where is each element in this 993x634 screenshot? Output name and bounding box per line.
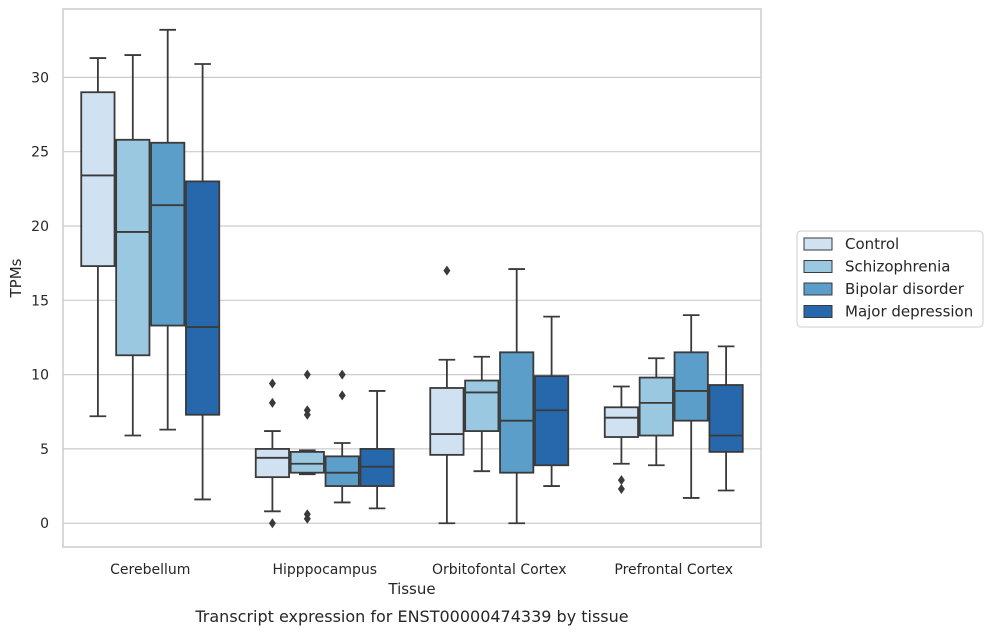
- box-iqr: [534, 375, 570, 467]
- outlier-point: [443, 265, 451, 276]
- box-control: [429, 265, 465, 525]
- box-iqr: [254, 448, 290, 479]
- outlier-point: [338, 369, 346, 380]
- box-major-depression: [359, 390, 395, 510]
- legend-label-schizophrenia: Schizophrenia: [845, 258, 950, 276]
- legend-swatch-schizophrenia: [803, 260, 833, 273]
- x-tick-labels: Cerebellum Hipppocampus Orbitofontal Corte…: [110, 562, 733, 578]
- box-schizophrenia: [638, 357, 674, 467]
- box-bipolar-disorder: [150, 28, 186, 431]
- outlier-point: [303, 369, 311, 380]
- x-tick-label: Cerebellum: [110, 562, 190, 578]
- y-tick-label: 5: [40, 442, 49, 458]
- legend-label-bipolar-disorder: Bipolar disorder: [845, 280, 965, 298]
- y-tick-label: 10: [31, 368, 49, 384]
- box-iqr: [638, 376, 674, 437]
- box-major-depression: [185, 63, 221, 501]
- box-iqr: [499, 351, 535, 474]
- box-group-orbitofontal-cortex: [429, 265, 570, 525]
- box-control: [603, 385, 639, 495]
- y-tick-label: 20: [31, 219, 49, 235]
- y-tick-label: 25: [31, 145, 49, 161]
- box-iqr: [185, 180, 221, 416]
- x-tick-label: Prefrontal Cortex: [614, 562, 733, 578]
- outlier-point: [338, 390, 346, 401]
- legend: Control Schizophrenia Bipolar disorder Majo…: [796, 230, 984, 328]
- box-iqr: [603, 406, 639, 438]
- box-iqr: [150, 141, 186, 327]
- x-axis-label: Tissue: [387, 580, 435, 598]
- legend-label-major-depression: Major depression: [845, 303, 973, 321]
- box-control: [254, 378, 290, 529]
- outlier-point: [268, 378, 276, 389]
- box-major-depression: [708, 345, 744, 492]
- box-bipolar-disorder: [324, 369, 360, 504]
- box-iqr: [708, 384, 744, 453]
- box-major-depression: [534, 315, 570, 487]
- outlier-point: [617, 484, 625, 495]
- x-tick-label: Hipppocampus: [272, 562, 377, 578]
- y-tick-labels: 0 5 10 15 20 25 30: [31, 70, 49, 532]
- y-tick-label: 0: [40, 516, 49, 532]
- box-iqr: [673, 351, 709, 422]
- legend-swatch-major-depression: [803, 305, 833, 318]
- legend-frame: [796, 230, 984, 328]
- legend-swatch-bipolar-disorder: [803, 282, 833, 296]
- x-tick-label: Orbitofontal Cortex: [432, 562, 567, 578]
- box-group-prefrontal-cortex: [603, 314, 744, 499]
- y-tick-label: 15: [31, 293, 49, 309]
- y-tick-label: 30: [31, 70, 49, 86]
- legend-swatch-control: [803, 237, 833, 251]
- outlier-point: [268, 518, 276, 529]
- box-bipolar-disorder: [499, 268, 535, 525]
- box-schizophrenia: [289, 369, 325, 524]
- box-group-cerebellum: [80, 28, 221, 501]
- box-iqr: [429, 387, 465, 456]
- outlier-point: [268, 397, 276, 408]
- outlier-point: [617, 475, 625, 486]
- chart-caption: Transcript expression for ENST0000047433…: [194, 607, 628, 626]
- box-iqr: [324, 455, 360, 487]
- box-bipolar-disorder: [673, 314, 709, 499]
- outlier-point: [303, 513, 311, 524]
- legend-label-control: Control: [845, 235, 899, 253]
- box-group-hipppocampus: [254, 369, 395, 529]
- box-control: [80, 57, 116, 418]
- box-groups: [80, 28, 744, 529]
- y-axis-label: TPMs: [7, 258, 25, 298]
- outlier-point: [303, 409, 311, 420]
- box-schizophrenia: [115, 54, 151, 437]
- box-schizophrenia: [464, 355, 500, 473]
- box-iqr: [464, 379, 500, 432]
- box-iqr: [80, 91, 116, 268]
- box-iqr: [289, 450, 325, 474]
- plot-frame: [62, 8, 762, 548]
- box-iqr: [115, 138, 151, 357]
